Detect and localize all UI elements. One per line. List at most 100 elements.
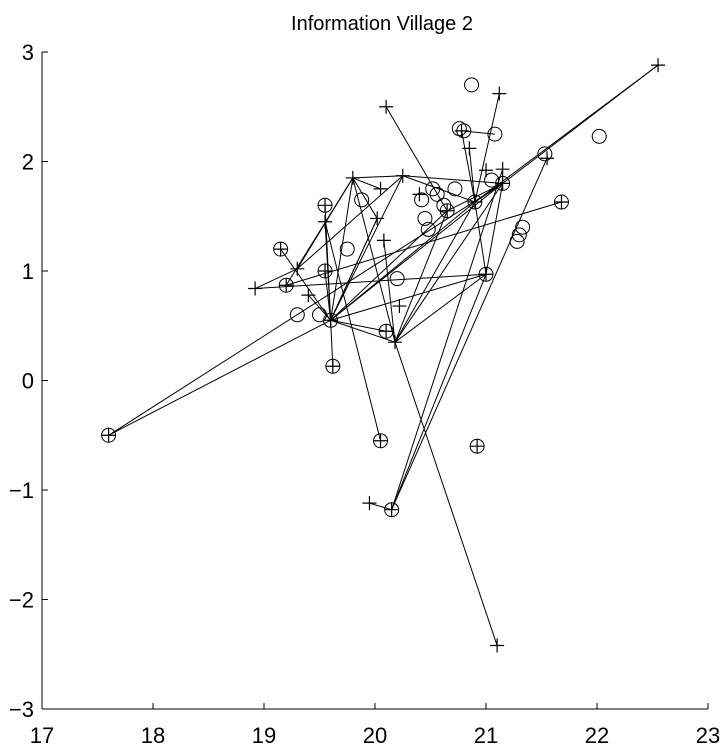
plus-marker — [651, 58, 666, 73]
x-tick-label: 23 — [696, 723, 720, 748]
y-tick-label: −3 — [9, 697, 34, 722]
plus-marker — [370, 211, 385, 226]
connection-line — [255, 273, 487, 290]
connection-line — [383, 240, 396, 343]
connection-line — [330, 218, 378, 321]
plus-marker — [540, 151, 555, 166]
connection-line — [330, 273, 487, 321]
y-tick-label: −2 — [9, 588, 34, 613]
connection-line — [402, 175, 503, 184]
plus-marker — [373, 181, 388, 196]
plus-marker — [318, 198, 333, 213]
plus-marker — [345, 170, 360, 185]
connection-line — [352, 177, 381, 190]
circle-marker — [354, 192, 370, 208]
connection-line — [324, 270, 332, 321]
plus-marker — [379, 99, 394, 114]
connection-line — [391, 274, 487, 510]
connection-line — [474, 93, 500, 203]
plus-marker — [470, 439, 485, 454]
plus-marker — [318, 264, 333, 278]
circle-marker — [420, 221, 436, 237]
circle-marker — [425, 181, 441, 197]
connection-line — [330, 319, 387, 332]
circle-marker — [515, 219, 531, 235]
connection-line — [461, 130, 476, 203]
plus-marker — [495, 162, 510, 177]
circle-marker — [339, 241, 355, 257]
connection-lines — [108, 64, 659, 646]
plus-marker — [248, 281, 263, 296]
plus-marker — [273, 242, 288, 257]
connection-line — [391, 158, 548, 510]
plus-marker — [554, 195, 569, 210]
circle-marker — [509, 233, 525, 249]
connection-line — [391, 169, 504, 510]
circle-marker — [511, 227, 527, 243]
plus-marker — [462, 141, 477, 156]
connection-line — [394, 210, 448, 343]
plus-marker — [373, 433, 388, 448]
plus-marker — [301, 288, 316, 303]
circle-marker — [414, 192, 430, 208]
plus-marker — [387, 335, 402, 350]
x-tick-label: 21 — [474, 723, 498, 748]
circle-marker — [289, 307, 305, 323]
circle-marker — [417, 210, 433, 226]
y-tick-label: 1 — [22, 259, 34, 284]
plus-marker — [101, 428, 116, 443]
plus-marker — [495, 176, 510, 191]
connection-line — [474, 201, 487, 275]
axes — [41, 51, 709, 710]
circle-marker — [389, 271, 405, 287]
circle-marker — [487, 126, 503, 142]
circle-marker — [484, 172, 500, 188]
y-tick-label: 2 — [22, 150, 34, 175]
connection-line — [394, 201, 476, 343]
circle-marker — [429, 186, 445, 202]
y-tick-label: −1 — [9, 478, 34, 503]
x-tick-label: 18 — [141, 723, 165, 748]
connection-line — [468, 148, 476, 203]
connection-line — [296, 175, 404, 270]
connection-line — [330, 177, 354, 321]
x-tick-label: 22 — [585, 723, 609, 748]
y-tick-label: 3 — [22, 40, 34, 65]
connection-line — [474, 182, 503, 203]
circle-marker — [537, 146, 553, 162]
connection-line — [485, 183, 504, 275]
plus-marker — [479, 163, 493, 178]
chart-title: Information Village 2 — [291, 13, 473, 35]
connection-line — [352, 177, 396, 343]
connection-line — [385, 106, 448, 212]
plus-marker — [384, 502, 399, 517]
y-tick-label: 0 — [22, 369, 34, 394]
data-points — [101, 58, 666, 653]
plus-marker — [412, 187, 427, 202]
plus-marker — [325, 359, 340, 374]
plus-marker — [395, 168, 410, 183]
connection-line — [324, 221, 382, 441]
plus-marker — [454, 123, 469, 138]
connection-line — [394, 273, 487, 343]
plus-marker — [467, 195, 482, 210]
plus-marker — [279, 278, 294, 293]
connection-line — [369, 502, 392, 511]
connection-line — [108, 319, 331, 436]
connection-line — [402, 175, 476, 203]
plus-marker — [479, 267, 493, 282]
plus-marker — [440, 203, 455, 218]
connection-line — [352, 177, 378, 219]
plus-marker — [492, 86, 507, 101]
x-tick-label: 17 — [30, 723, 54, 748]
circle-marker — [464, 77, 480, 93]
x-tick-label: 19 — [252, 723, 276, 748]
connection-line — [330, 319, 396, 343]
connection-line — [254, 268, 298, 289]
plus-marker — [318, 214, 333, 229]
connection-line — [330, 175, 404, 321]
plus-marker — [362, 496, 377, 511]
connection-line — [474, 64, 659, 203]
connection-line — [330, 210, 448, 321]
